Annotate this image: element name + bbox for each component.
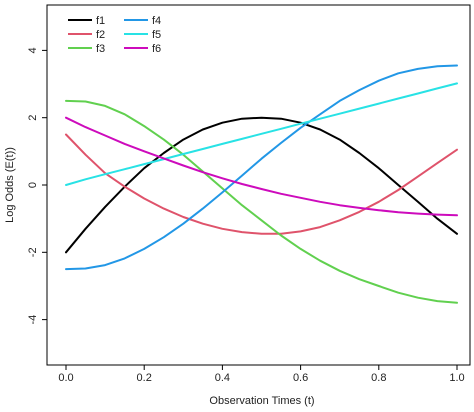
- series-line-f6: [65, 116, 458, 217]
- legend-label-f3: f3: [96, 43, 105, 55]
- y-tick-label: 2: [27, 115, 39, 121]
- x-axis: 0.0 0.2 0.4 0.6 0.8 1.0: [58, 365, 465, 384]
- legend-label-f6: f6: [152, 43, 161, 55]
- x-tick-label: 0.8: [371, 372, 386, 384]
- y-tick-label: -4: [27, 315, 39, 325]
- x-axis-label: Observation Times (t): [209, 395, 314, 407]
- series-line-f4: [65, 64, 458, 271]
- x-tick-label: 0.0: [58, 372, 73, 384]
- series-layer: [65, 64, 458, 304]
- y-tick-label: 4: [27, 47, 39, 53]
- series-line-f5: [65, 82, 458, 186]
- series-line-f3: [65, 99, 458, 304]
- y-tick-label: -2: [27, 247, 39, 257]
- x-tick-label: 0.6: [293, 372, 308, 384]
- legend-label-f2: f2: [96, 29, 105, 41]
- legend-label-f4: f4: [152, 15, 161, 27]
- legend-label-f1: f1: [96, 15, 105, 27]
- legend: f1 f2 f3 f4 f5 f6: [68, 15, 161, 55]
- x-tick-label: 1.0: [449, 372, 464, 384]
- x-tick-label: 0.2: [137, 372, 152, 384]
- legend-label-f5: f5: [152, 29, 161, 41]
- series-line-f2: [65, 133, 458, 235]
- y-tick-label: 0: [27, 182, 39, 188]
- x-tick-label: 0.4: [215, 372, 230, 384]
- y-axis: -4 -2 0 2 4: [27, 47, 47, 325]
- y-axis-label: Log Odds (E(t)): [4, 147, 16, 223]
- series-line-f1: [65, 116, 458, 254]
